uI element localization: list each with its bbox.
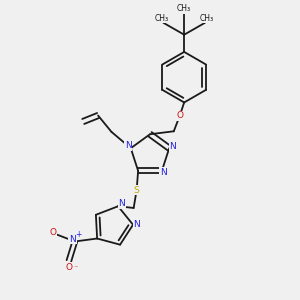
Text: S: S [134, 186, 140, 195]
Text: ⁻: ⁻ [73, 263, 78, 272]
Text: CH₃: CH₃ [200, 14, 214, 23]
Text: N: N [133, 220, 140, 229]
Text: O: O [65, 263, 72, 272]
Text: N: N [169, 142, 176, 151]
Text: N: N [160, 168, 167, 177]
Text: N: N [69, 235, 76, 244]
Text: CH₃: CH₃ [155, 14, 169, 23]
Text: O: O [176, 111, 183, 120]
Text: N: N [118, 199, 125, 208]
Text: CH₃: CH₃ [177, 4, 191, 13]
Text: N: N [125, 141, 132, 150]
Text: O: O [49, 228, 56, 237]
Text: +: + [76, 230, 82, 239]
